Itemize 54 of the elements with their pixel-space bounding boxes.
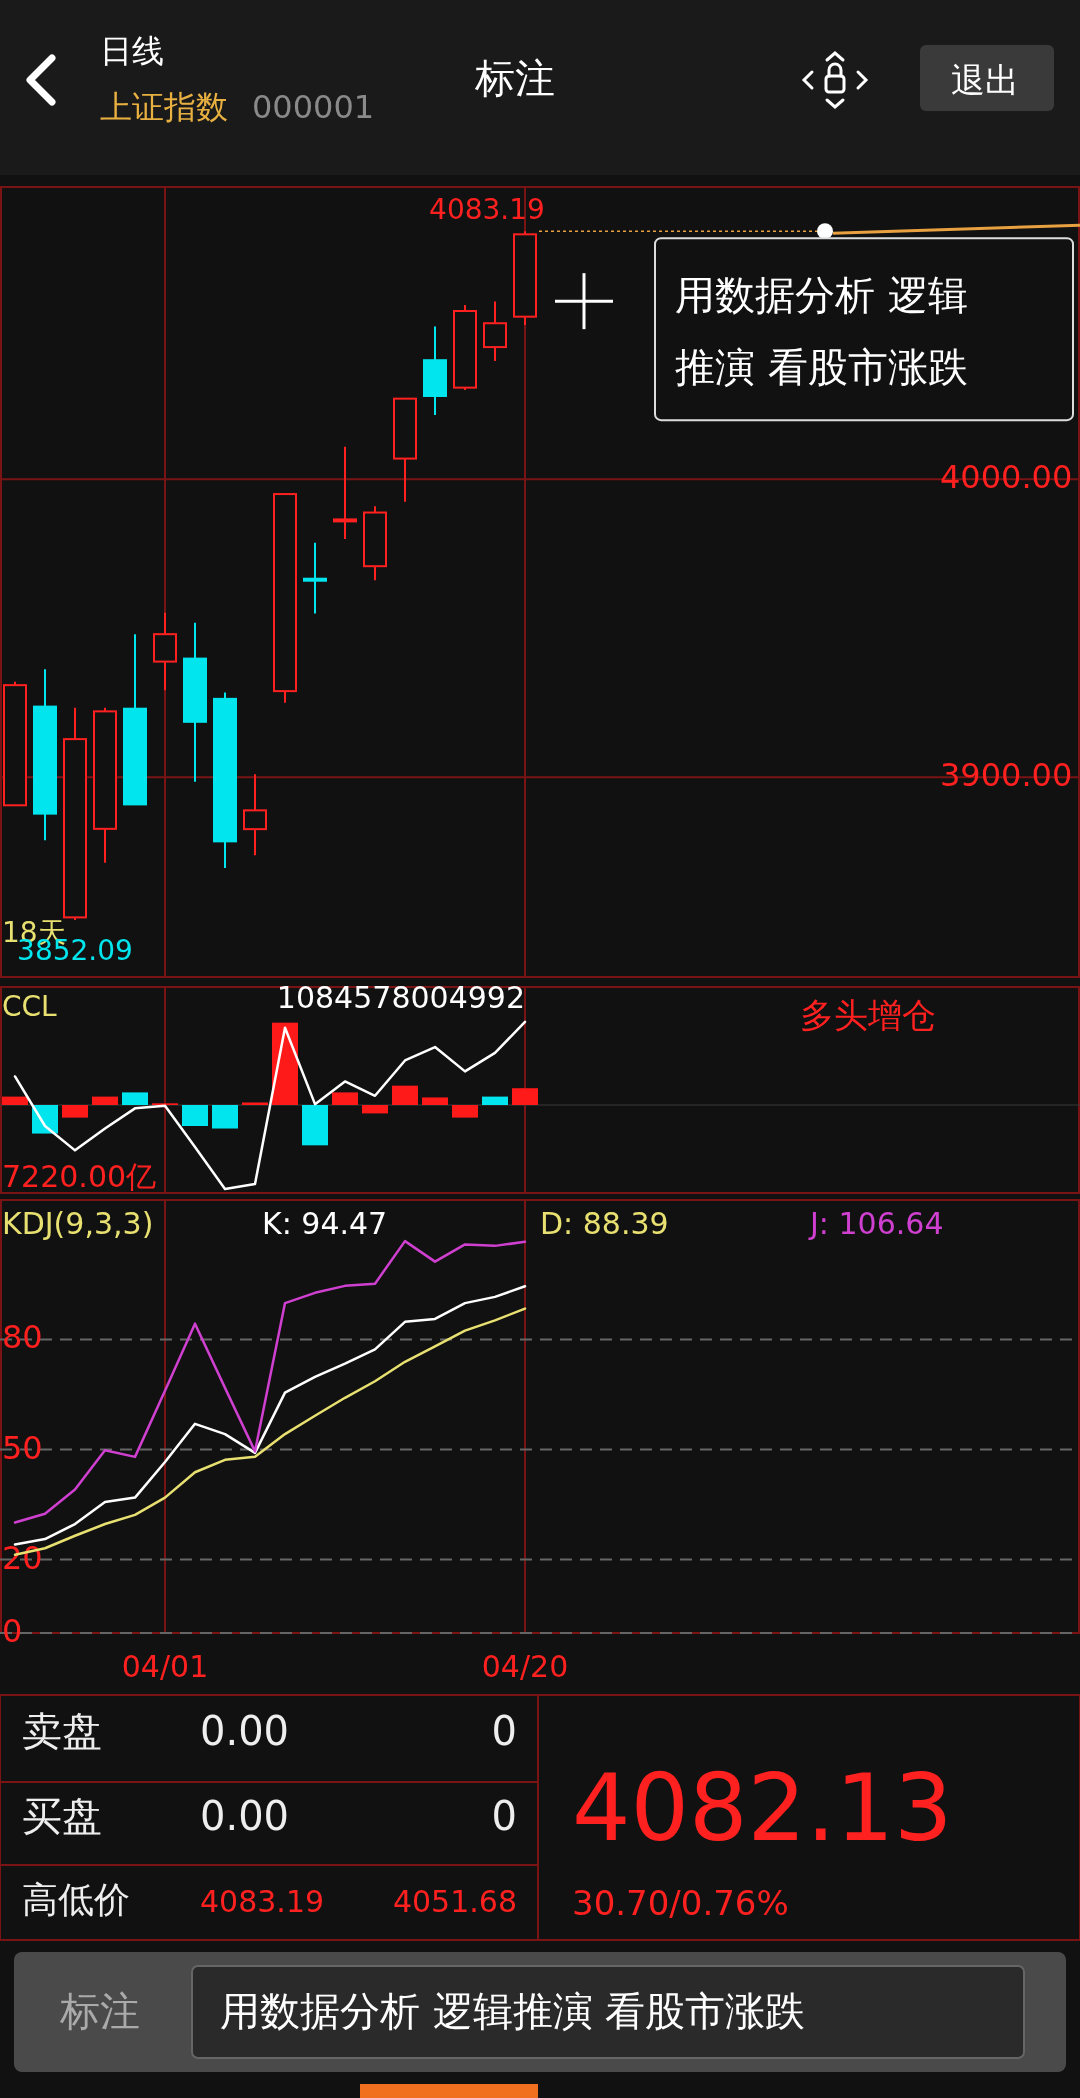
chart-title: KDJ(9,3,3) <box>2 1206 154 1241</box>
annotation: 用数据分析 逻辑推演 看股市涨跌 <box>675 272 968 391</box>
bar <box>362 1105 388 1114</box>
text: D: 88.39 <box>540 1206 669 1241</box>
text: 0.00 <box>200 1793 290 1839</box>
x-tick-label: 04/01 <box>121 1649 209 1684</box>
bar <box>62 1105 88 1118</box>
annotation: 4083.19 <box>429 193 545 227</box>
bar <box>2 1096 28 1105</box>
bar <box>212 1105 238 1129</box>
chart-title: CCL <box>2 990 58 1023</box>
bar <box>422 1097 448 1105</box>
bar <box>392 1085 418 1105</box>
text: J: 106.64 <box>808 1206 944 1241</box>
text: 用数据分析 逻辑推演 看股市涨跌 <box>220 1988 806 2034</box>
x-tick-label: 04/20 <box>481 1649 569 1684</box>
text: 000001 <box>252 88 375 126</box>
y-tick-label: 0 <box>2 1612 23 1650</box>
text: 0 <box>491 1793 517 1839</box>
text: 4083.19 <box>200 1884 325 1919</box>
candlestick <box>333 445 357 541</box>
y-tick-label: 80 <box>2 1318 43 1357</box>
text: 4082.13 <box>572 1755 953 1862</box>
text: 0.00 <box>200 1708 290 1754</box>
y-tick-label: 50 <box>2 1428 43 1467</box>
candlestick <box>303 541 327 615</box>
text: 高低价 <box>22 1879 130 1920</box>
bar <box>92 1096 118 1105</box>
text: 退出 <box>951 60 1019 100</box>
candlestick <box>243 773 267 857</box>
bar <box>452 1105 478 1118</box>
y-tick-label: 4000.00 <box>940 458 1073 497</box>
annotation: 7220.00亿 <box>2 1159 157 1194</box>
text: 标注 <box>59 1988 140 2034</box>
text: 1084578004992 <box>276 979 525 1015</box>
bar <box>302 1105 328 1146</box>
bar <box>182 1105 208 1126</box>
text: 上证指数 <box>100 88 228 126</box>
text: K: 94.47 <box>262 1206 388 1241</box>
text: 4051.68 <box>392 1884 517 1919</box>
chart-title: 标注 <box>474 55 555 101</box>
bar <box>512 1088 538 1105</box>
bar <box>332 1092 358 1105</box>
text: 买盘 <box>22 1793 102 1839</box>
y-tick-label: 3900.00 <box>940 756 1073 795</box>
candlestick <box>483 300 507 363</box>
annotation: 多头增仓 <box>800 995 936 1035</box>
text: 30.70/0.76% <box>572 1883 789 1923</box>
text: 0 <box>491 1708 517 1754</box>
bar <box>122 1092 148 1105</box>
bar <box>242 1102 268 1105</box>
chart-subtitle: 日线 <box>100 32 164 70</box>
bar <box>482 1096 508 1105</box>
text: 卖盘 <box>22 1708 102 1754</box>
